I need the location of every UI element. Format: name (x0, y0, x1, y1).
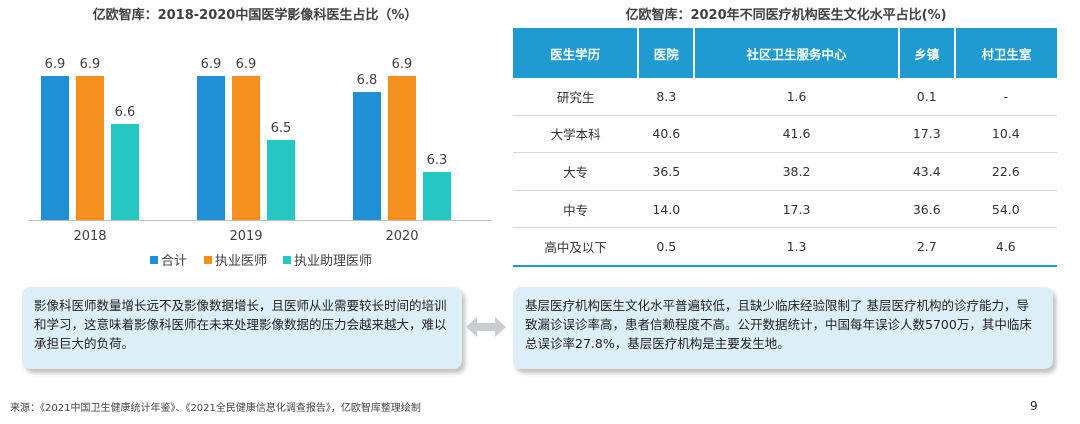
bar-2018-series-1 (76, 76, 104, 220)
header-community-center: 社区卫生服务中心 (694, 28, 900, 78)
table-cell: 大专 (513, 152, 639, 191)
table-cell: 41.6 (694, 115, 899, 154)
bar-2018-series-2 (111, 124, 139, 220)
chart-title: 亿欧智库：2018-2020中国医学影像科医生占比（%） (92, 8, 418, 23)
data-label: 6.9 (236, 57, 257, 72)
data-label: 6.5 (271, 121, 292, 136)
bar-2019-series-1 (232, 76, 260, 220)
table-cell: 40.6 (638, 115, 695, 154)
table-cell: 研究生 (513, 78, 639, 116)
data-label: 6.6 (115, 105, 136, 120)
table-cell: 0.5 (638, 227, 695, 267)
legend-swatch (204, 256, 212, 264)
right-summary-box: 基层医疗机构医生文化水平普遍较低，且缺少临床经验限制了 基层医疗机构的诊疗能力，… (513, 287, 1053, 369)
legend-label: 执业助理医师 (294, 254, 372, 269)
table-cell: 高中及以下 (513, 227, 639, 267)
x-tick-label: 2019 (229, 229, 262, 244)
x-tick-label: 2018 (73, 229, 106, 244)
table-cell: 17.3 (898, 115, 955, 154)
header-hospital: 医院 (638, 28, 696, 78)
table-cell: 17.3 (694, 190, 899, 229)
table-cell: - (954, 78, 1057, 116)
header-township: 乡镇 (898, 28, 956, 78)
bar-2020-series-1 (388, 76, 416, 220)
x-tick-label: 2020 (385, 229, 418, 244)
data-label: 6.8 (357, 73, 378, 88)
table-cell: 中专 (513, 190, 639, 229)
table-header-row: 医生学历 医院 社区卫生服务中心 乡镇 村卫生室 (513, 28, 1057, 78)
table-cell: 54.0 (954, 190, 1057, 229)
table-cell: 43.4 (898, 152, 955, 191)
table-cell: 10.4 (954, 115, 1057, 154)
education-table: 医生学历 医院 社区卫生服务中心 乡镇 村卫生室 研究生 8.3 1.6 0.1… (513, 28, 1057, 267)
data-label: 6.9 (45, 57, 66, 72)
bar-2020-series-0 (353, 92, 381, 220)
double-arrow-icon (466, 317, 506, 337)
header-village-clinic: 村卫生室 (954, 28, 1057, 78)
table-cell: 36.5 (638, 152, 695, 191)
data-label: 6.9 (392, 57, 413, 72)
bar-2020-series-2 (423, 172, 451, 220)
bar-2018-series-0 (41, 76, 69, 220)
table-row: 高中及以下 0.5 1.3 2.7 4.6 (513, 227, 1057, 267)
table-cell: 0.1 (898, 78, 955, 116)
table-cell: 22.6 (954, 152, 1057, 191)
data-label: 6.9 (201, 57, 222, 72)
source-note: 来源：《2021中国卫生健康统计年鉴》、《2021全民健康信息化调查报告》，亿欧… (10, 403, 421, 414)
table-cell: 大学本科 (513, 115, 639, 154)
table-cell: 1.3 (694, 227, 899, 267)
table-cell: 38.2 (694, 152, 899, 191)
bar-2019-series-2 (267, 140, 295, 220)
table-row: 研究生 8.3 1.6 0.1 - (513, 78, 1057, 116)
legend-swatch (150, 256, 158, 264)
table-row: 中专 14.0 17.3 36.6 54.0 (513, 190, 1057, 229)
legend-swatch (283, 256, 291, 264)
legend-label: 执业医师 (215, 254, 267, 269)
bar-2019-series-0 (197, 76, 225, 220)
table-cell: 8.3 (638, 78, 695, 116)
left-summary-box: 影像科医师数量增长远不及影像数据增长，且医师从业需要较长时间的培训和学习，这意味… (22, 287, 462, 369)
table-row: 大学本科 40.6 41.6 17.3 10.4 (513, 115, 1057, 154)
data-label: 6.3 (427, 153, 448, 168)
table-row: 大专 36.5 38.2 43.4 22.6 (513, 152, 1057, 191)
table-cell: 36.6 (898, 190, 955, 229)
table-title: 亿欧智库：2020年不同医疗机构医生文化水平占比(%) (625, 8, 947, 23)
page-number: 9 (1030, 399, 1038, 413)
table-cell: 4.6 (954, 227, 1057, 267)
header-education: 医生学历 (513, 28, 640, 78)
table-cell: 2.7 (898, 227, 955, 267)
legend-label: 合计 (161, 254, 187, 269)
table-cell: 1.6 (694, 78, 899, 116)
table-cell: 14.0 (638, 190, 695, 229)
bar-chart: 6.9 6.9 6.6 2018 6.9 6.9 6.5 2019 6.8 6.9 6.3 2020 合… (28, 57, 492, 269)
data-label: 6.9 (80, 57, 101, 72)
